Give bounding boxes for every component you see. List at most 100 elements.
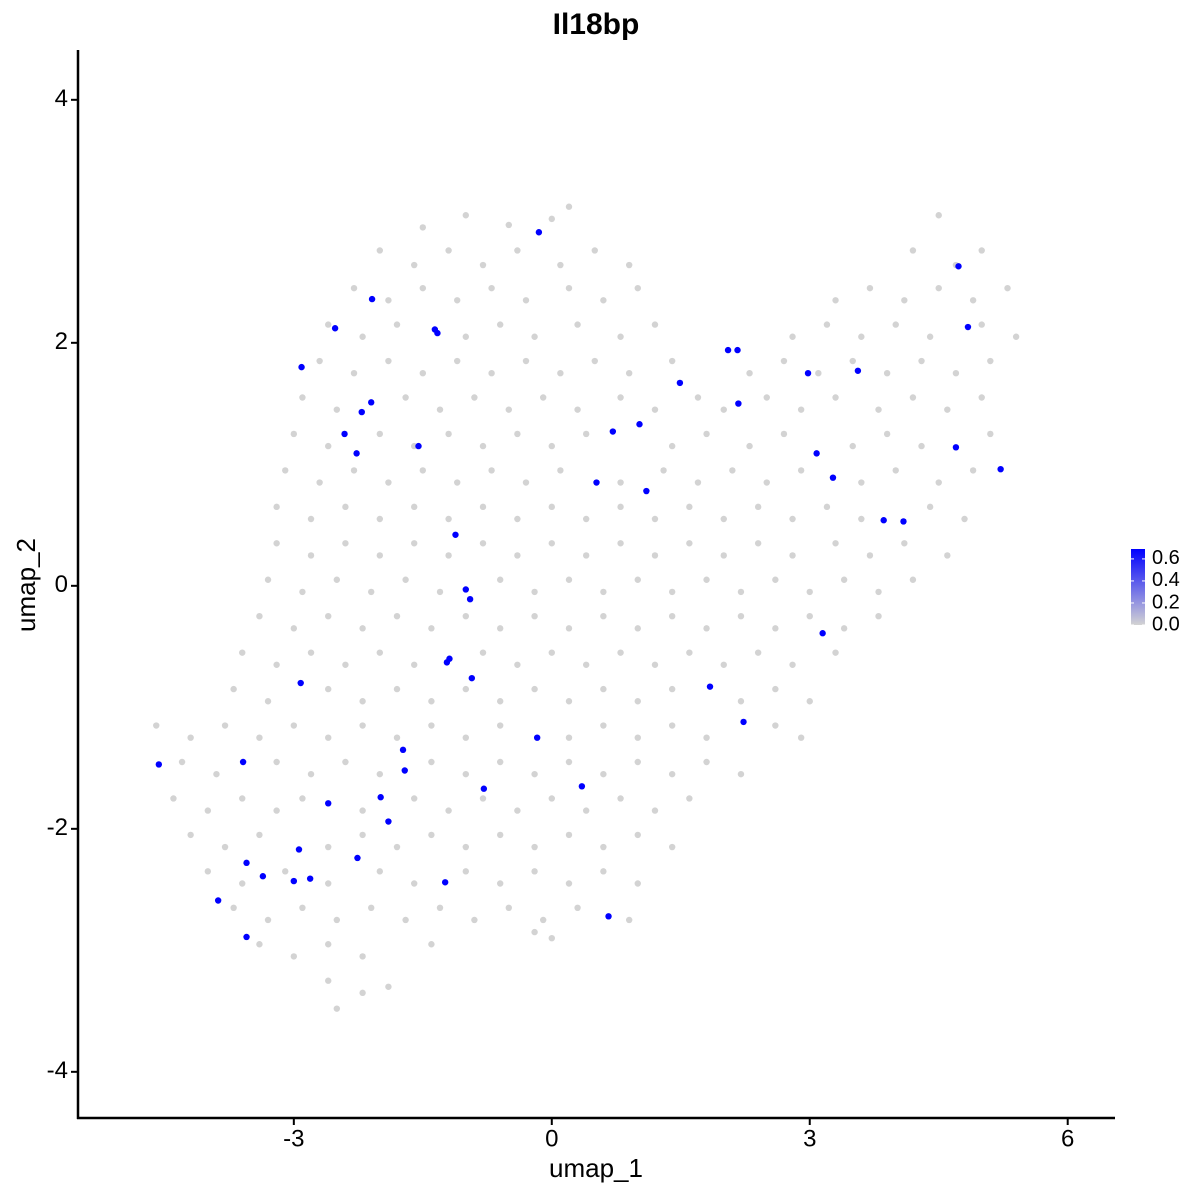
cell-point bbox=[325, 685, 332, 693]
cell-point bbox=[350, 369, 358, 377]
cell-point bbox=[875, 588, 882, 596]
cell-point bbox=[651, 552, 659, 559]
x-tick-label: -3 bbox=[283, 1125, 304, 1152]
cell-point bbox=[316, 479, 323, 486]
cell-point bbox=[496, 576, 504, 583]
cell-point bbox=[600, 722, 607, 729]
cell-point bbox=[565, 734, 573, 741]
cell-point bbox=[600, 588, 607, 596]
cell-point bbox=[813, 450, 820, 457]
cell-point bbox=[454, 297, 461, 304]
cell-point bbox=[350, 467, 358, 474]
cell-point bbox=[578, 783, 586, 790]
cell-point bbox=[213, 770, 220, 778]
cell-point bbox=[354, 854, 361, 862]
cell-point bbox=[342, 758, 349, 766]
cell-point bbox=[806, 698, 813, 705]
cell-point bbox=[505, 904, 512, 912]
cell-point bbox=[634, 625, 641, 632]
cell-point bbox=[605, 913, 612, 920]
cell-point bbox=[243, 933, 250, 941]
cell-point bbox=[823, 321, 831, 328]
cell-point bbox=[706, 683, 714, 690]
cell-point bbox=[548, 649, 555, 656]
cell-point bbox=[548, 503, 555, 511]
cell-point bbox=[754, 503, 762, 511]
cell-point bbox=[333, 916, 341, 924]
cell-point bbox=[651, 515, 659, 523]
cell-point bbox=[591, 247, 598, 254]
cell-point bbox=[325, 612, 332, 620]
cell-point bbox=[377, 794, 384, 801]
cell-point bbox=[686, 795, 693, 802]
cell-point bbox=[393, 843, 401, 851]
cell-point bbox=[290, 722, 298, 729]
cell-point bbox=[720, 552, 727, 559]
cell-point bbox=[772, 722, 779, 729]
cell-point bbox=[676, 379, 684, 387]
cell-point bbox=[854, 367, 862, 374]
cell-point bbox=[789, 515, 796, 523]
cell-point bbox=[754, 540, 762, 547]
cell-point bbox=[600, 868, 607, 875]
cell-point bbox=[221, 722, 229, 729]
cell-point bbox=[737, 588, 745, 596]
cell-point bbox=[900, 518, 907, 525]
cell-point bbox=[514, 807, 521, 814]
cell-point bbox=[479, 503, 487, 511]
cell-point bbox=[411, 661, 418, 668]
cell-point bbox=[445, 247, 452, 254]
cell-point bbox=[668, 722, 676, 729]
cell-point bbox=[694, 394, 702, 401]
cell-point bbox=[333, 1005, 341, 1012]
cell-point bbox=[772, 625, 779, 632]
cell-point bbox=[402, 576, 409, 583]
cell-point bbox=[978, 321, 985, 328]
cell-point bbox=[479, 442, 487, 450]
cell-point bbox=[297, 679, 304, 687]
cell-point bbox=[376, 868, 384, 875]
cell-point bbox=[625, 369, 633, 377]
cell-point bbox=[625, 916, 633, 924]
cell-point bbox=[445, 552, 452, 559]
cell-point bbox=[819, 630, 826, 637]
cell-point bbox=[419, 284, 427, 292]
cell-point bbox=[488, 284, 495, 292]
cell-point bbox=[454, 479, 461, 486]
cell-point bbox=[754, 649, 762, 656]
cell-point bbox=[295, 846, 303, 853]
cell-point bbox=[496, 880, 504, 887]
chart-title: Il18bp bbox=[553, 8, 640, 41]
cell-point bbox=[875, 406, 882, 413]
y-tick-label: 0 bbox=[55, 571, 68, 598]
cell-point bbox=[533, 734, 541, 741]
cell-point bbox=[617, 394, 624, 401]
cell-point bbox=[290, 625, 298, 632]
cell-point bbox=[600, 770, 607, 778]
cell-point bbox=[230, 685, 237, 693]
cell-point bbox=[806, 612, 813, 620]
cell-point bbox=[746, 442, 753, 450]
cell-point bbox=[353, 450, 360, 457]
cell-point bbox=[591, 357, 598, 365]
cell-point bbox=[651, 807, 659, 814]
cell-point bbox=[256, 612, 263, 620]
cell-point bbox=[686, 540, 693, 547]
cell-point bbox=[617, 795, 624, 802]
cell-point bbox=[720, 515, 727, 523]
cell-point bbox=[651, 321, 659, 328]
cell-point bbox=[600, 685, 607, 693]
cell-point bbox=[617, 333, 624, 340]
cell-point bbox=[565, 284, 573, 292]
cell-point bbox=[341, 430, 348, 438]
cell-point bbox=[264, 698, 272, 705]
cell-point bbox=[892, 467, 899, 474]
cell-point bbox=[539, 394, 547, 401]
cell-point bbox=[514, 661, 521, 668]
cell-point bbox=[875, 612, 882, 620]
cell-point bbox=[471, 916, 478, 924]
cell-point bbox=[385, 297, 392, 304]
cell-point bbox=[273, 540, 280, 547]
cell-point bbox=[724, 346, 732, 354]
cell-point bbox=[239, 649, 246, 656]
